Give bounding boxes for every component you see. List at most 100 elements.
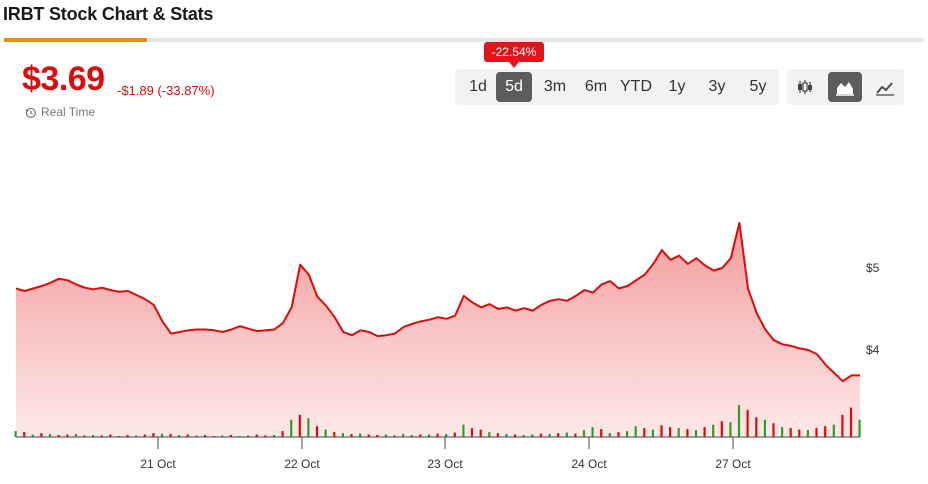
candlestick-icon	[798, 80, 812, 94]
volume-bar	[221, 435, 224, 437]
volume-bar	[178, 435, 181, 437]
volume-bar	[643, 428, 646, 437]
volume-bar	[660, 425, 663, 437]
realtime-label: Real Time	[41, 105, 96, 119]
chart-type-selector	[787, 69, 904, 105]
range-button-5y[interactable]: 5y	[749, 78, 767, 95]
volume-bar	[677, 428, 680, 437]
x-tick-label: 27 Oct	[715, 457, 751, 471]
volume-bar	[333, 432, 336, 437]
loading-progress-bar	[4, 38, 924, 42]
volume-bar	[651, 429, 654, 437]
x-tick-label: 23 Oct	[427, 457, 463, 471]
volume-bar	[186, 434, 189, 437]
volume-bar	[686, 429, 689, 437]
volume-bar	[14, 431, 17, 437]
volume-bar	[496, 433, 499, 437]
volume-bar	[815, 428, 818, 437]
volume-bar	[152, 433, 155, 437]
volume-bar	[737, 405, 741, 437]
volume-bar	[255, 434, 258, 437]
volume-bar	[57, 435, 60, 437]
volume-bar	[565, 432, 568, 437]
volume-bar	[92, 435, 95, 437]
volume-bar	[557, 433, 560, 437]
candlestick-chart-button[interactable]	[788, 72, 822, 102]
volume-bar	[806, 430, 809, 437]
volume-bar	[66, 434, 69, 437]
volume-bar	[307, 418, 310, 437]
volume-bar	[858, 419, 861, 437]
volume-bar	[703, 427, 706, 437]
y-tick-label: $5	[866, 261, 880, 275]
range-button-3m[interactable]: 3m	[543, 78, 567, 95]
volume-bar	[548, 434, 551, 437]
volume-bar	[341, 433, 344, 437]
volume-bar	[410, 435, 413, 437]
volume-bar	[539, 433, 542, 437]
volume-bar	[789, 428, 792, 437]
volume-bar	[436, 433, 439, 437]
volume-bar	[376, 435, 379, 437]
volume-bar	[798, 429, 801, 437]
volume-bar	[229, 435, 232, 437]
range-button-5d[interactable]: 5d	[496, 72, 532, 102]
volume-bar	[574, 433, 577, 437]
volume-bar	[427, 434, 431, 437]
x-tick-label: 22 Oct	[284, 457, 320, 471]
area-chart-icon	[836, 82, 854, 96]
volume-bar	[126, 435, 129, 437]
volume-bar	[841, 414, 844, 437]
volume-bar	[143, 434, 146, 437]
volume-bar	[298, 414, 301, 437]
volume-bar	[514, 434, 517, 437]
range-button-3y[interactable]: 3y	[708, 78, 726, 95]
volume-bar	[100, 435, 103, 437]
volume-bar	[617, 432, 620, 437]
volume-bar	[272, 435, 276, 437]
volume-bar	[582, 430, 586, 437]
volume-bar	[669, 427, 672, 437]
range-button-1y[interactable]: 1y	[668, 78, 686, 95]
clock-icon	[25, 107, 36, 118]
volume-bar	[488, 432, 491, 437]
area-chart-button[interactable]	[828, 72, 862, 102]
realtime-indicator: Real Time	[24, 105, 95, 119]
x-tick-label: 21 Oct	[140, 457, 176, 471]
volume-bar	[746, 409, 749, 437]
volume-bar	[763, 419, 766, 437]
volume-bar	[359, 433, 362, 437]
volume-bar	[315, 426, 319, 437]
range-button-ytd[interactable]: YTD	[620, 78, 652, 95]
volume-bar	[591, 427, 594, 437]
volume-bar	[608, 433, 611, 437]
volume-bar	[832, 424, 835, 437]
volume-bar	[849, 407, 853, 437]
page-title: IRBT Stock Chart & Stats	[3, 4, 214, 24]
time-range-selector: 1d 5d 3m 6m YTD 1y 3y 5y	[455, 69, 779, 105]
range-button-6m[interactable]: 6m	[584, 78, 608, 95]
current-price: $3.69	[22, 60, 105, 98]
volume-bar	[109, 434, 112, 437]
volume-bar	[781, 427, 784, 437]
volume-bar	[419, 434, 422, 437]
volume-bar	[40, 433, 43, 437]
volume-bar	[462, 424, 465, 437]
volume-bar	[384, 434, 387, 437]
volume-bar	[600, 429, 603, 437]
volume-bar	[290, 419, 293, 437]
volume-bar	[247, 435, 250, 437]
volume-bar	[393, 435, 396, 437]
range-button-1d[interactable]: 1d	[469, 78, 487, 95]
line-chart-button[interactable]	[868, 72, 902, 102]
volume-bar	[712, 424, 715, 437]
price-change: -$1.89 (-33.87%)	[117, 83, 215, 98]
volume-bar	[324, 429, 327, 437]
price-area-fill	[16, 222, 860, 437]
volume-bar	[531, 434, 534, 437]
volume-bar	[470, 428, 474, 437]
volume-bar	[772, 423, 775, 437]
volume-bar	[160, 433, 164, 437]
volume-bar	[720, 421, 723, 437]
